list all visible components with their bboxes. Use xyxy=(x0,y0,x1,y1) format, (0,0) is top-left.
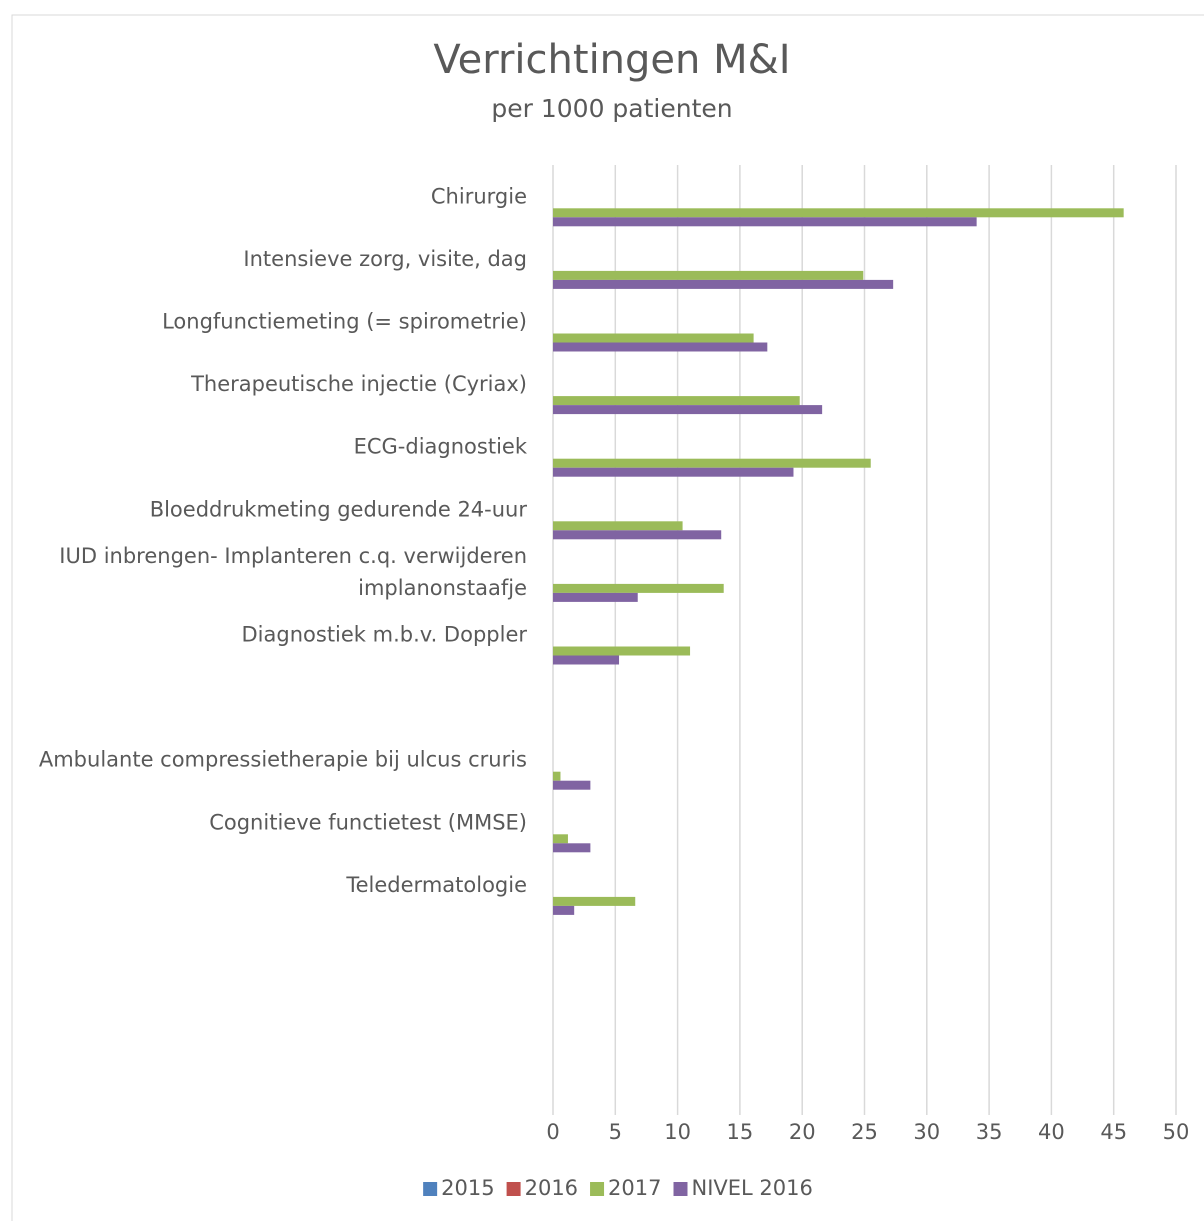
bar xyxy=(553,583,724,593)
y-tick-label: IUD inbrengen- Implanteren c.q. verwijde… xyxy=(59,544,527,600)
x-tick-label: 35 xyxy=(976,1120,1003,1144)
legend-swatch xyxy=(423,1182,438,1196)
bar xyxy=(553,646,691,656)
bar xyxy=(553,530,722,540)
x-tick-label: 30 xyxy=(913,1120,940,1144)
x-tick-label: 15 xyxy=(727,1120,754,1144)
chart-subtitle: per 1000 patienten xyxy=(491,94,732,123)
legend-swatch xyxy=(673,1182,688,1196)
bar xyxy=(553,592,638,602)
y-tick-label: Therapeutische injectie (Cyriax) xyxy=(190,372,527,396)
legend-label: NIVEL 2016 xyxy=(692,1176,813,1200)
x-tick-label: 20 xyxy=(789,1120,816,1144)
bar xyxy=(553,342,768,352)
bar xyxy=(553,270,864,280)
chart-title: Verrichtingen M&I xyxy=(433,37,790,83)
bar xyxy=(553,458,871,468)
legend-label: 2015 xyxy=(441,1176,494,1200)
y-tick-label: Ambulante compressietherapie bij ulcus c… xyxy=(39,748,527,772)
y-tick-label: Diagnostiek m.b.v. Doppler xyxy=(242,623,528,647)
bar xyxy=(553,905,575,915)
bar xyxy=(553,208,1124,218)
bar xyxy=(553,396,800,406)
bar xyxy=(553,333,754,343)
y-tick-label: Chirurgie xyxy=(431,184,527,208)
legend-label: 2017 xyxy=(608,1176,661,1200)
legend-label: 2016 xyxy=(525,1176,578,1200)
y-tick-label: Longfunctiemeting (= spirometrie) xyxy=(162,310,527,334)
bar xyxy=(553,467,794,477)
x-tick-label: 50 xyxy=(1163,1120,1190,1144)
bar xyxy=(553,780,591,790)
bar xyxy=(553,521,683,531)
bar xyxy=(553,771,561,781)
bar xyxy=(553,896,636,906)
y-tick-label: Teledermatologie xyxy=(345,873,527,897)
chart-border xyxy=(11,14,1204,1221)
bar xyxy=(553,279,894,289)
y-tick-label: ECG-diagnostiek xyxy=(354,435,528,459)
x-tick-label: 40 xyxy=(1038,1120,1065,1144)
x-tick-label: 45 xyxy=(1100,1120,1127,1144)
bar xyxy=(553,834,568,844)
bar xyxy=(553,843,591,853)
legend-swatch xyxy=(506,1182,521,1196)
bar xyxy=(553,217,977,227)
x-tick-label: 5 xyxy=(609,1120,622,1144)
legend-swatch xyxy=(590,1182,605,1196)
x-tick-label: 10 xyxy=(664,1120,691,1144)
bar xyxy=(553,405,823,415)
y-tick-label: Bloeddrukmeting gedurende 24-uur xyxy=(150,497,528,521)
y-tick-label: Intensieve zorg, visite, dag xyxy=(243,247,527,271)
bar xyxy=(553,655,620,665)
y-tick-label: Cognitieve functietest (MMSE) xyxy=(209,810,527,834)
x-tick-label: 25 xyxy=(851,1120,878,1144)
x-tick-label: 0 xyxy=(546,1120,559,1144)
